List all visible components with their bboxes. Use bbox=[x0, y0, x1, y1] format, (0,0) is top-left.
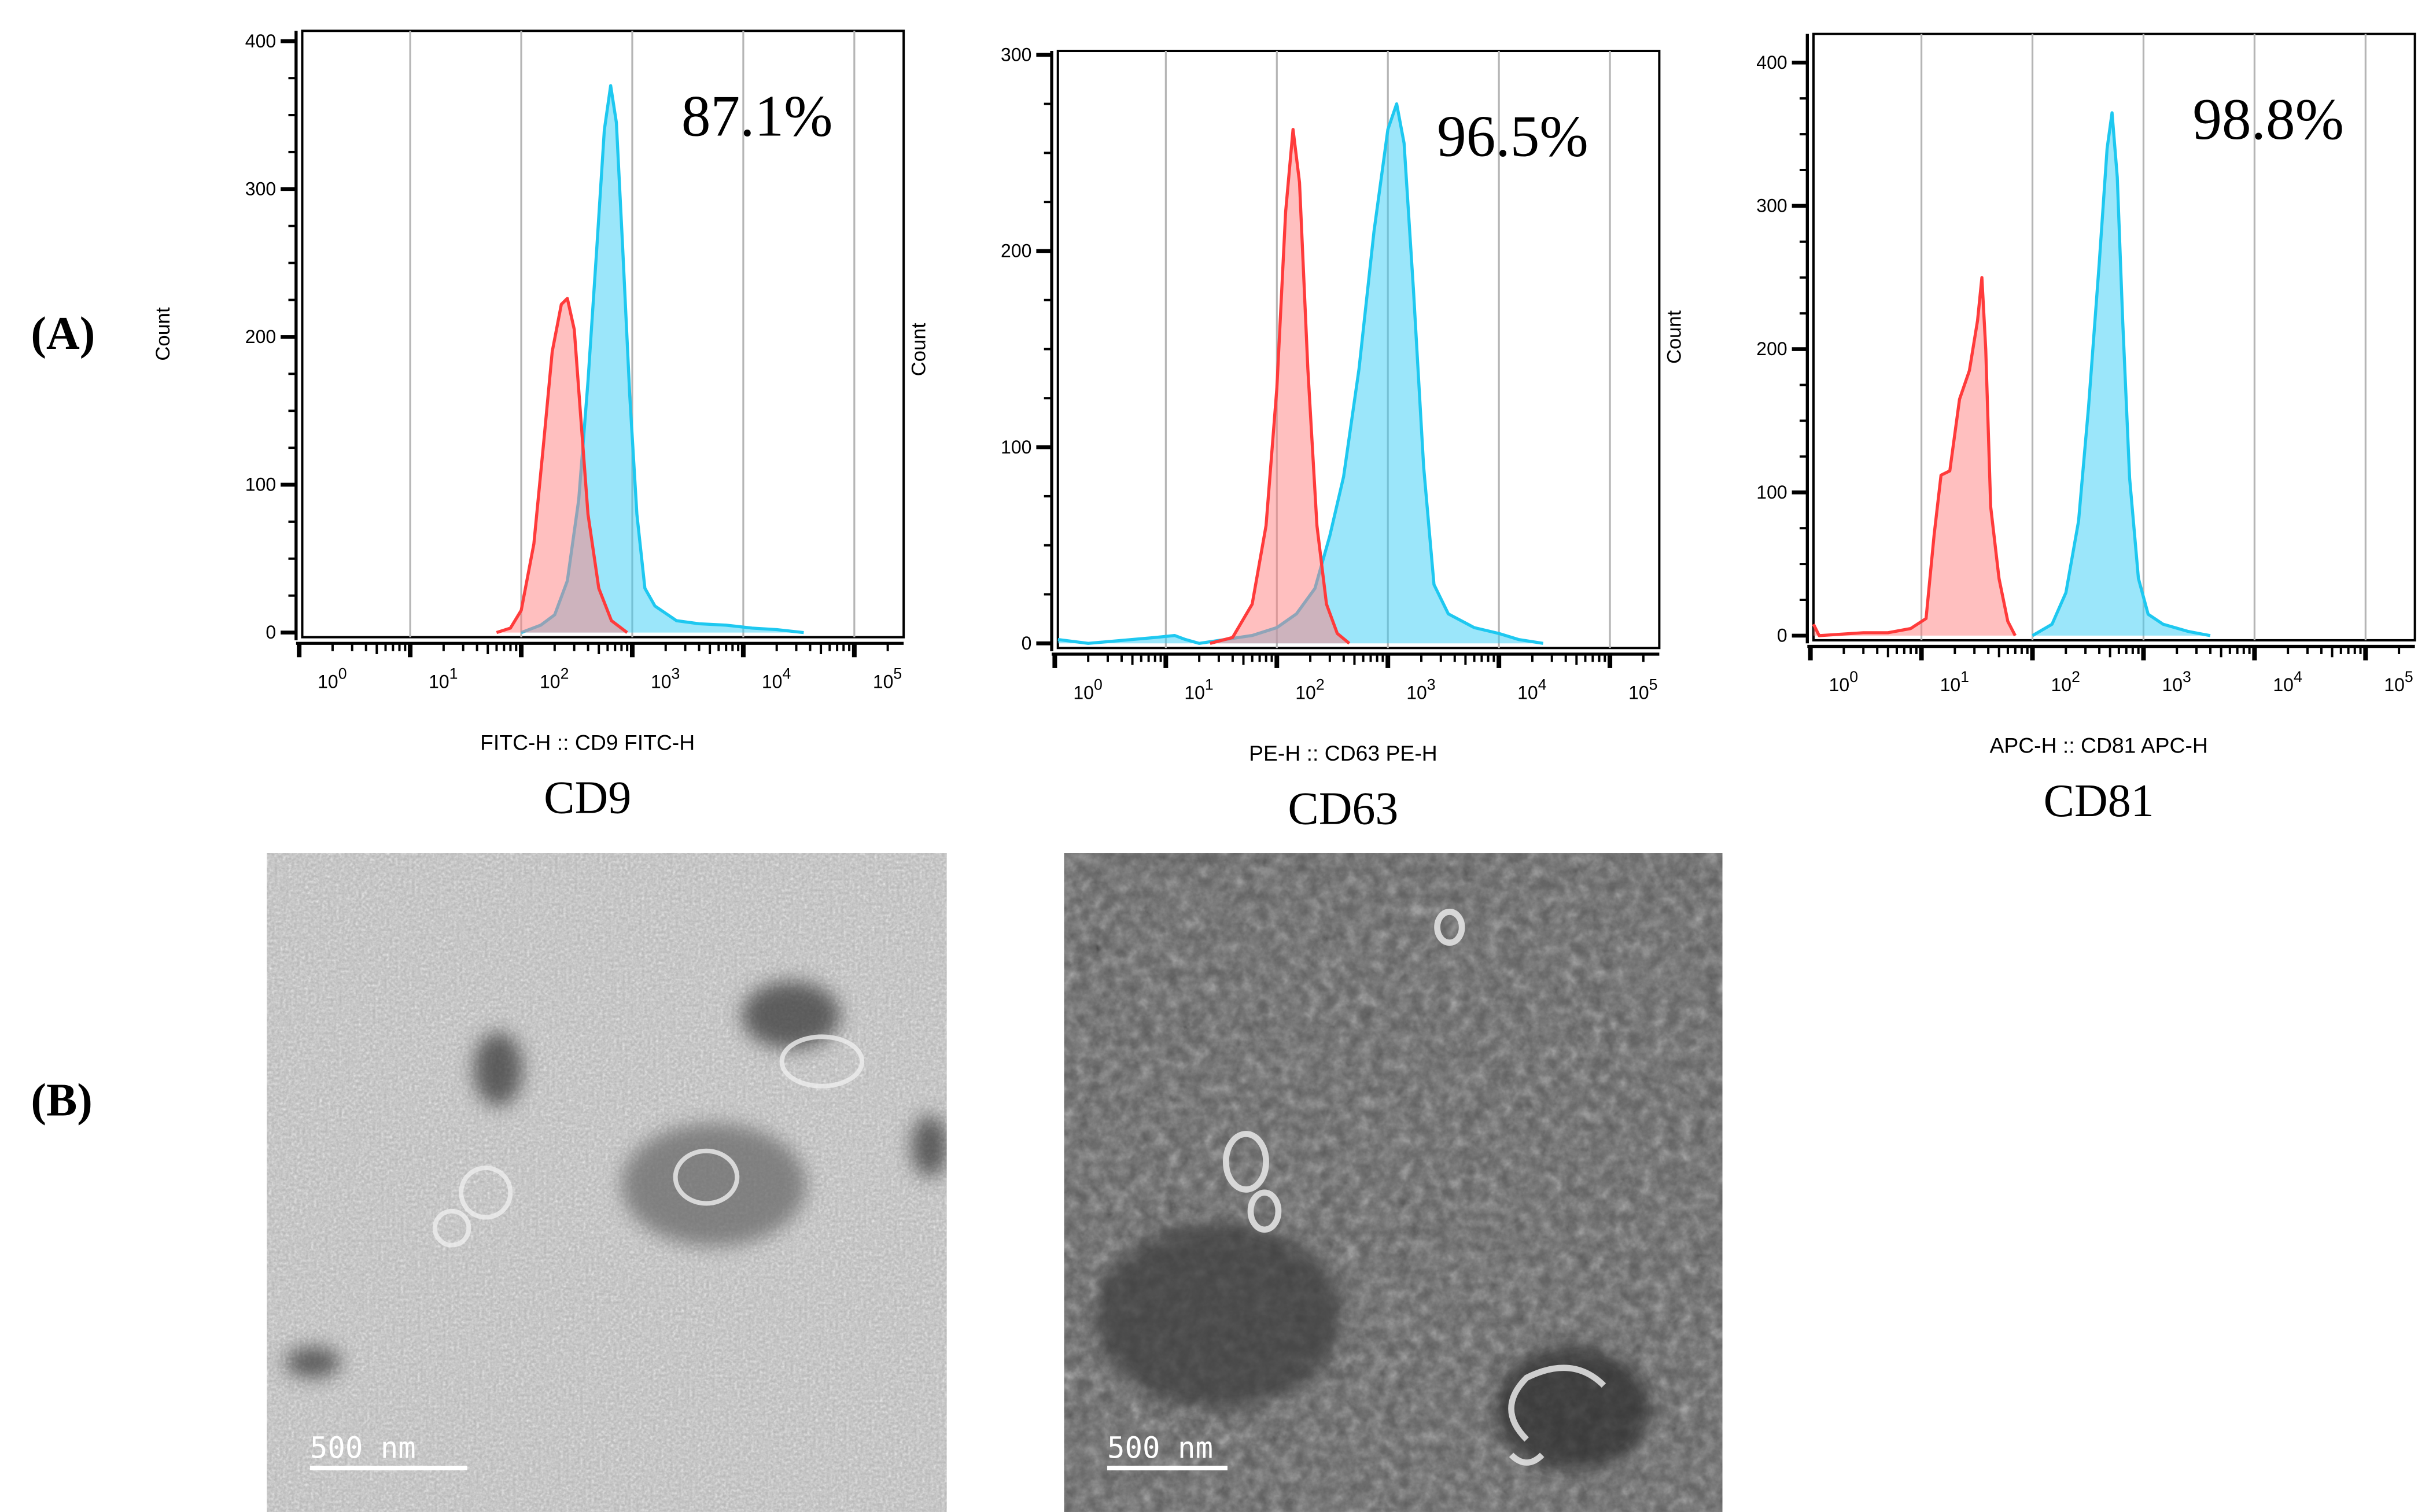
histogram-line-marker bbox=[2032, 111, 2211, 637]
tem-image-2: 500 nm bbox=[1064, 853, 1723, 1512]
scale-bar-2 bbox=[1107, 1465, 1228, 1470]
chart-title: CD81 bbox=[2044, 776, 2154, 827]
histogram-fill-marker bbox=[1057, 104, 1543, 644]
chart-cd81: 0 100 200 300 400 100 101 102 103 104 105 98.8% Coun… bbox=[1664, 32, 2416, 827]
histogram-line-isotype bbox=[496, 297, 628, 635]
histogram-line-isotype bbox=[1210, 128, 1351, 645]
y-tick-label: 300 bbox=[1001, 44, 1031, 65]
histogram-line-isotype bbox=[1812, 276, 2017, 637]
panel-label-b: (B) bbox=[31, 1075, 93, 1127]
y-tick-label: 0 bbox=[266, 622, 276, 643]
y-tick-label: 200 bbox=[1756, 338, 1787, 359]
x-tick-label: 103 bbox=[2162, 668, 2191, 695]
scale-bar-label-1: 500 nm bbox=[309, 1432, 416, 1466]
percent-positive-label: 98.8% bbox=[2192, 87, 2344, 152]
x-axis-label: APC-H :: CD81 APC-H bbox=[1989, 733, 2207, 758]
flow-cytometry-histograms: 0 100 200 300 400 100 101 102 103 104 105 87.1% Coun… bbox=[152, 29, 2416, 834]
histogram-fill-marker bbox=[521, 86, 804, 633]
y-tick-label: 100 bbox=[245, 474, 276, 495]
tem-micrograph-1 bbox=[267, 853, 947, 1512]
histogram-fill-marker bbox=[2032, 112, 2211, 636]
x-axis-label: FITC-H :: CD9 FITC-H bbox=[480, 730, 695, 754]
x-tick-label: 104 bbox=[762, 665, 791, 692]
y-tick-label: 100 bbox=[1756, 482, 1787, 503]
y-tick-label: 200 bbox=[1001, 241, 1031, 261]
y-tick-label: 0 bbox=[1022, 633, 1032, 654]
x-tick-label: 103 bbox=[651, 665, 680, 692]
x-tick-label: 102 bbox=[2051, 668, 2080, 695]
x-tick-label: 101 bbox=[1184, 676, 1213, 703]
x-tick-label: 102 bbox=[1295, 676, 1324, 703]
scale-bar-1 bbox=[309, 1465, 467, 1470]
x-tick-label: 102 bbox=[540, 665, 569, 692]
tem-micrograph-2 bbox=[1064, 853, 1723, 1512]
x-tick-label: 104 bbox=[1517, 676, 1547, 703]
chart-cd9: 0 100 200 300 400 100 101 102 103 104 105 87.1% Coun… bbox=[152, 29, 905, 824]
y-tick-label: 100 bbox=[1001, 437, 1031, 458]
x-tick-label: 105 bbox=[2384, 668, 2413, 695]
x-tick-label: 104 bbox=[2273, 668, 2302, 695]
y-tick-label: 200 bbox=[245, 326, 276, 347]
y-axis-label: Count bbox=[1664, 310, 1686, 364]
tem-image-1: 500 nm bbox=[267, 853, 947, 1512]
x-tick-label: 100 bbox=[1073, 676, 1102, 703]
chart-title: CD63 bbox=[1288, 783, 1398, 834]
histogram-line-marker bbox=[1057, 102, 1544, 645]
y-axis-label: Count bbox=[908, 323, 930, 377]
x-tick-label: 100 bbox=[318, 665, 347, 692]
scale-bar-label-2: 500 nm bbox=[1107, 1432, 1214, 1466]
y-axis-label: Count bbox=[152, 307, 174, 361]
y-tick-label: 300 bbox=[245, 178, 276, 199]
percent-positive-label: 96.5% bbox=[1437, 104, 1588, 168]
x-tick-label: 103 bbox=[1406, 676, 1435, 703]
percent-positive-label: 87.1% bbox=[681, 84, 833, 149]
x-tick-label: 105 bbox=[1628, 676, 1657, 703]
x-tick-label: 105 bbox=[873, 665, 902, 692]
panel-label-a: (A) bbox=[31, 308, 95, 360]
y-tick-label: 0 bbox=[1777, 625, 1787, 646]
histogram-fill-isotype bbox=[1210, 129, 1350, 644]
histogram-fill-isotype bbox=[1813, 277, 2015, 636]
x-tick-label: 101 bbox=[1940, 668, 1969, 695]
y-tick-label: 300 bbox=[1756, 196, 1787, 216]
y-tick-label: 400 bbox=[1756, 52, 1787, 73]
x-axis-label: PE-H :: CD63 PE-H bbox=[1249, 741, 1437, 765]
x-tick-label: 100 bbox=[1829, 668, 1858, 695]
y-tick-label: 400 bbox=[245, 31, 276, 51]
histogram-fill-isotype bbox=[496, 298, 628, 633]
chart-title: CD9 bbox=[544, 773, 631, 824]
x-tick-label: 101 bbox=[429, 665, 458, 692]
chart-cd63: 0 100 200 300 100 101 102 103 104 105 96.5% Count PE… bbox=[908, 44, 1661, 834]
